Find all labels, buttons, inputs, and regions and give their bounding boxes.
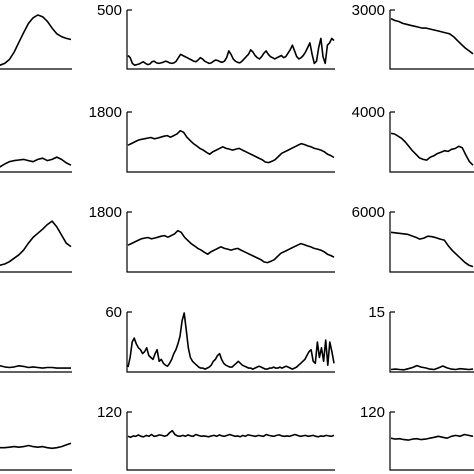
axes: [0, 469, 72, 471]
series-line: [127, 229, 335, 264]
y-max-label: 6000: [352, 204, 385, 221]
series-line: [0, 365, 71, 369]
axes: [389, 212, 474, 273]
axes: [126, 212, 335, 273]
panel-r3-c0: [0, 365, 72, 373]
series-line: [390, 231, 474, 268]
y-max-label: 60: [105, 304, 122, 321]
series-line: [0, 442, 72, 450]
axes: [389, 10, 474, 70]
axes: [389, 412, 474, 471]
axes: [0, 371, 72, 373]
series-line: [127, 37, 335, 66]
series-line: [0, 14, 72, 66]
panel-r0-c1: 500: [97, 2, 335, 70]
panel-r1-c1: 1800: [89, 104, 335, 173]
series-line: [390, 364, 474, 371]
axes: [126, 112, 335, 173]
panel-r2-c1: 1800: [89, 204, 335, 273]
series-line: [0, 156, 72, 168]
axes: [389, 112, 474, 173]
panel-r2-c0: [0, 220, 72, 273]
series-line: [390, 433, 474, 441]
series-line: [390, 132, 474, 166]
axes: [0, 68, 72, 70]
axes: [0, 171, 72, 173]
panel-r3-c1: 60: [105, 304, 335, 373]
axes: [126, 312, 335, 373]
axes: [126, 10, 335, 70]
y-max-label: 4000: [352, 104, 385, 121]
y-max-label: 1800: [89, 204, 122, 221]
panel-r0-c0: [0, 14, 72, 70]
series-line: [127, 429, 335, 439]
panel-r2-c2: 6000: [352, 204, 474, 273]
series-line: [0, 220, 72, 266]
series-line: [127, 129, 335, 164]
y-max-label: 15: [368, 304, 385, 321]
panel-r4-c0: [0, 442, 72, 471]
y-max-label: 500: [97, 2, 122, 19]
panel-r1-c2: 4000: [352, 104, 474, 173]
axes: [126, 412, 335, 471]
axes: [0, 271, 72, 273]
y-max-label: 1800: [89, 104, 122, 121]
y-max-label: 120: [360, 404, 385, 421]
panel-r4-c1: 120: [97, 404, 335, 471]
panel-r1-c0: [0, 156, 72, 173]
panel-r0-c2: 3000: [352, 2, 474, 70]
series-line: [127, 312, 335, 370]
series-line: [390, 17, 474, 55]
panel-r3-c2: 15: [368, 304, 474, 373]
axes: [389, 312, 474, 373]
y-max-label: 3000: [352, 2, 385, 19]
y-max-label: 120: [97, 404, 122, 421]
panel-r4-c2: 120: [360, 404, 474, 471]
